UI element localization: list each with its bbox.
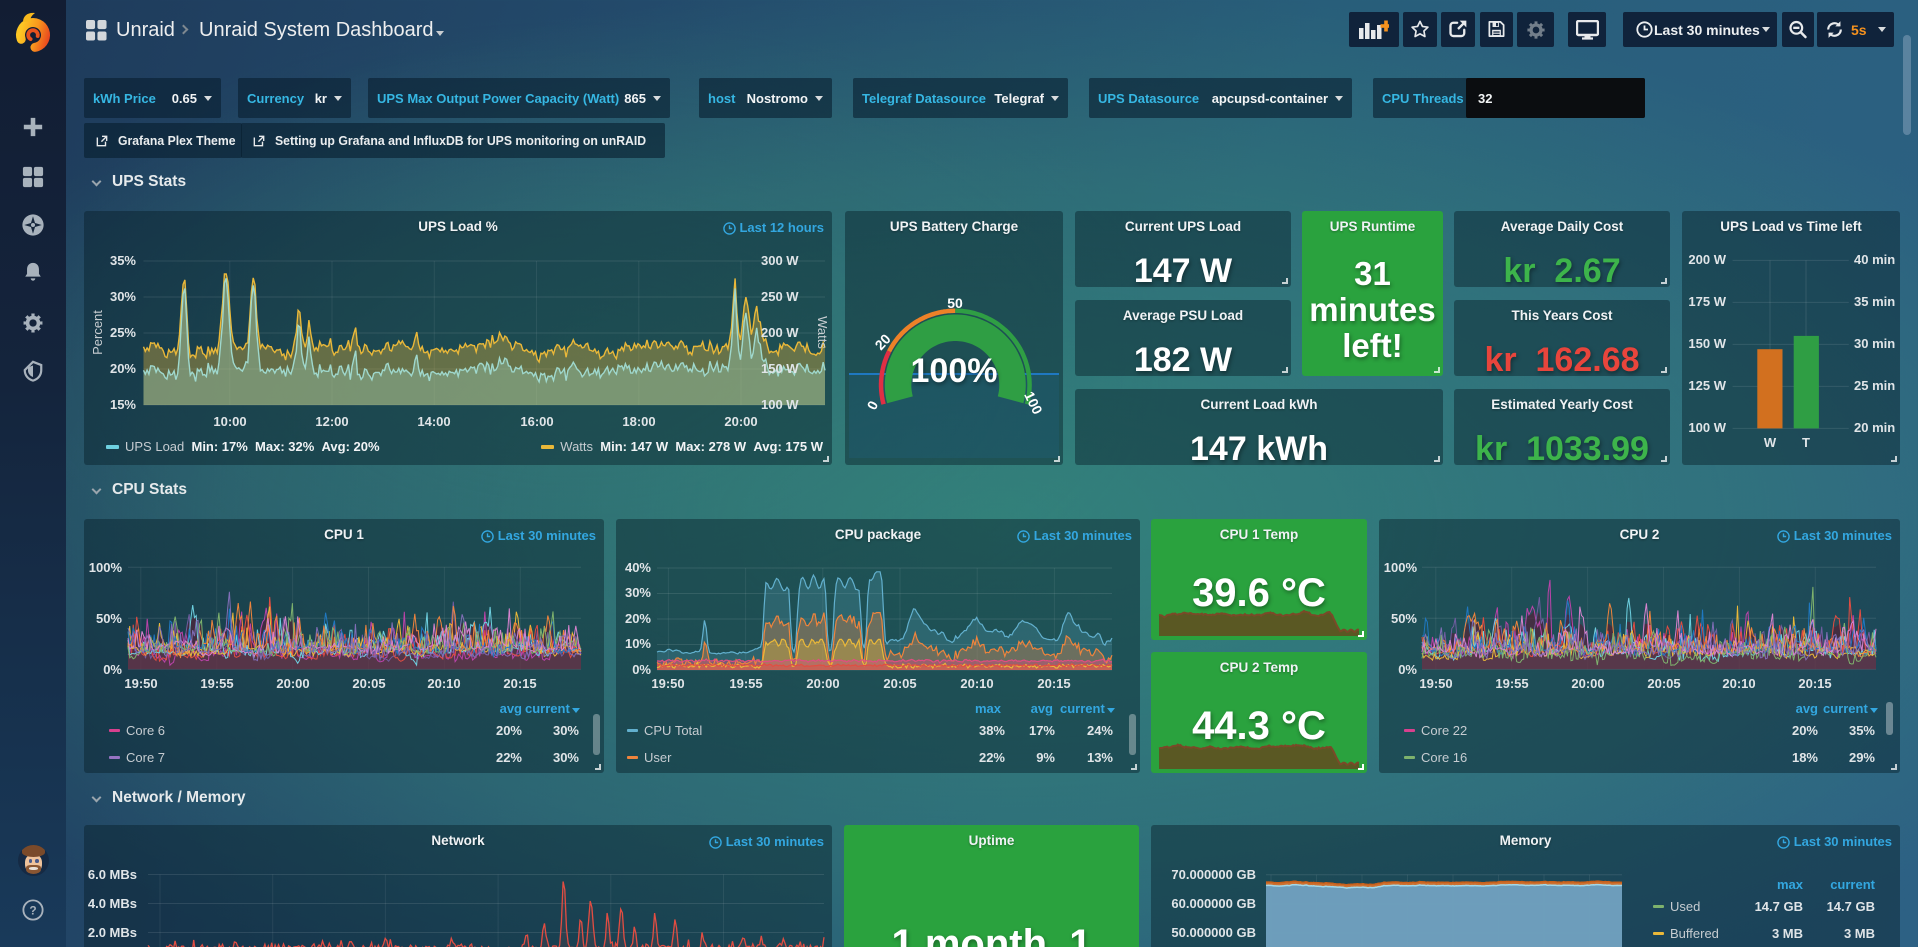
svg-text:50: 50 [947,295,963,311]
svg-text:?: ? [29,904,36,918]
